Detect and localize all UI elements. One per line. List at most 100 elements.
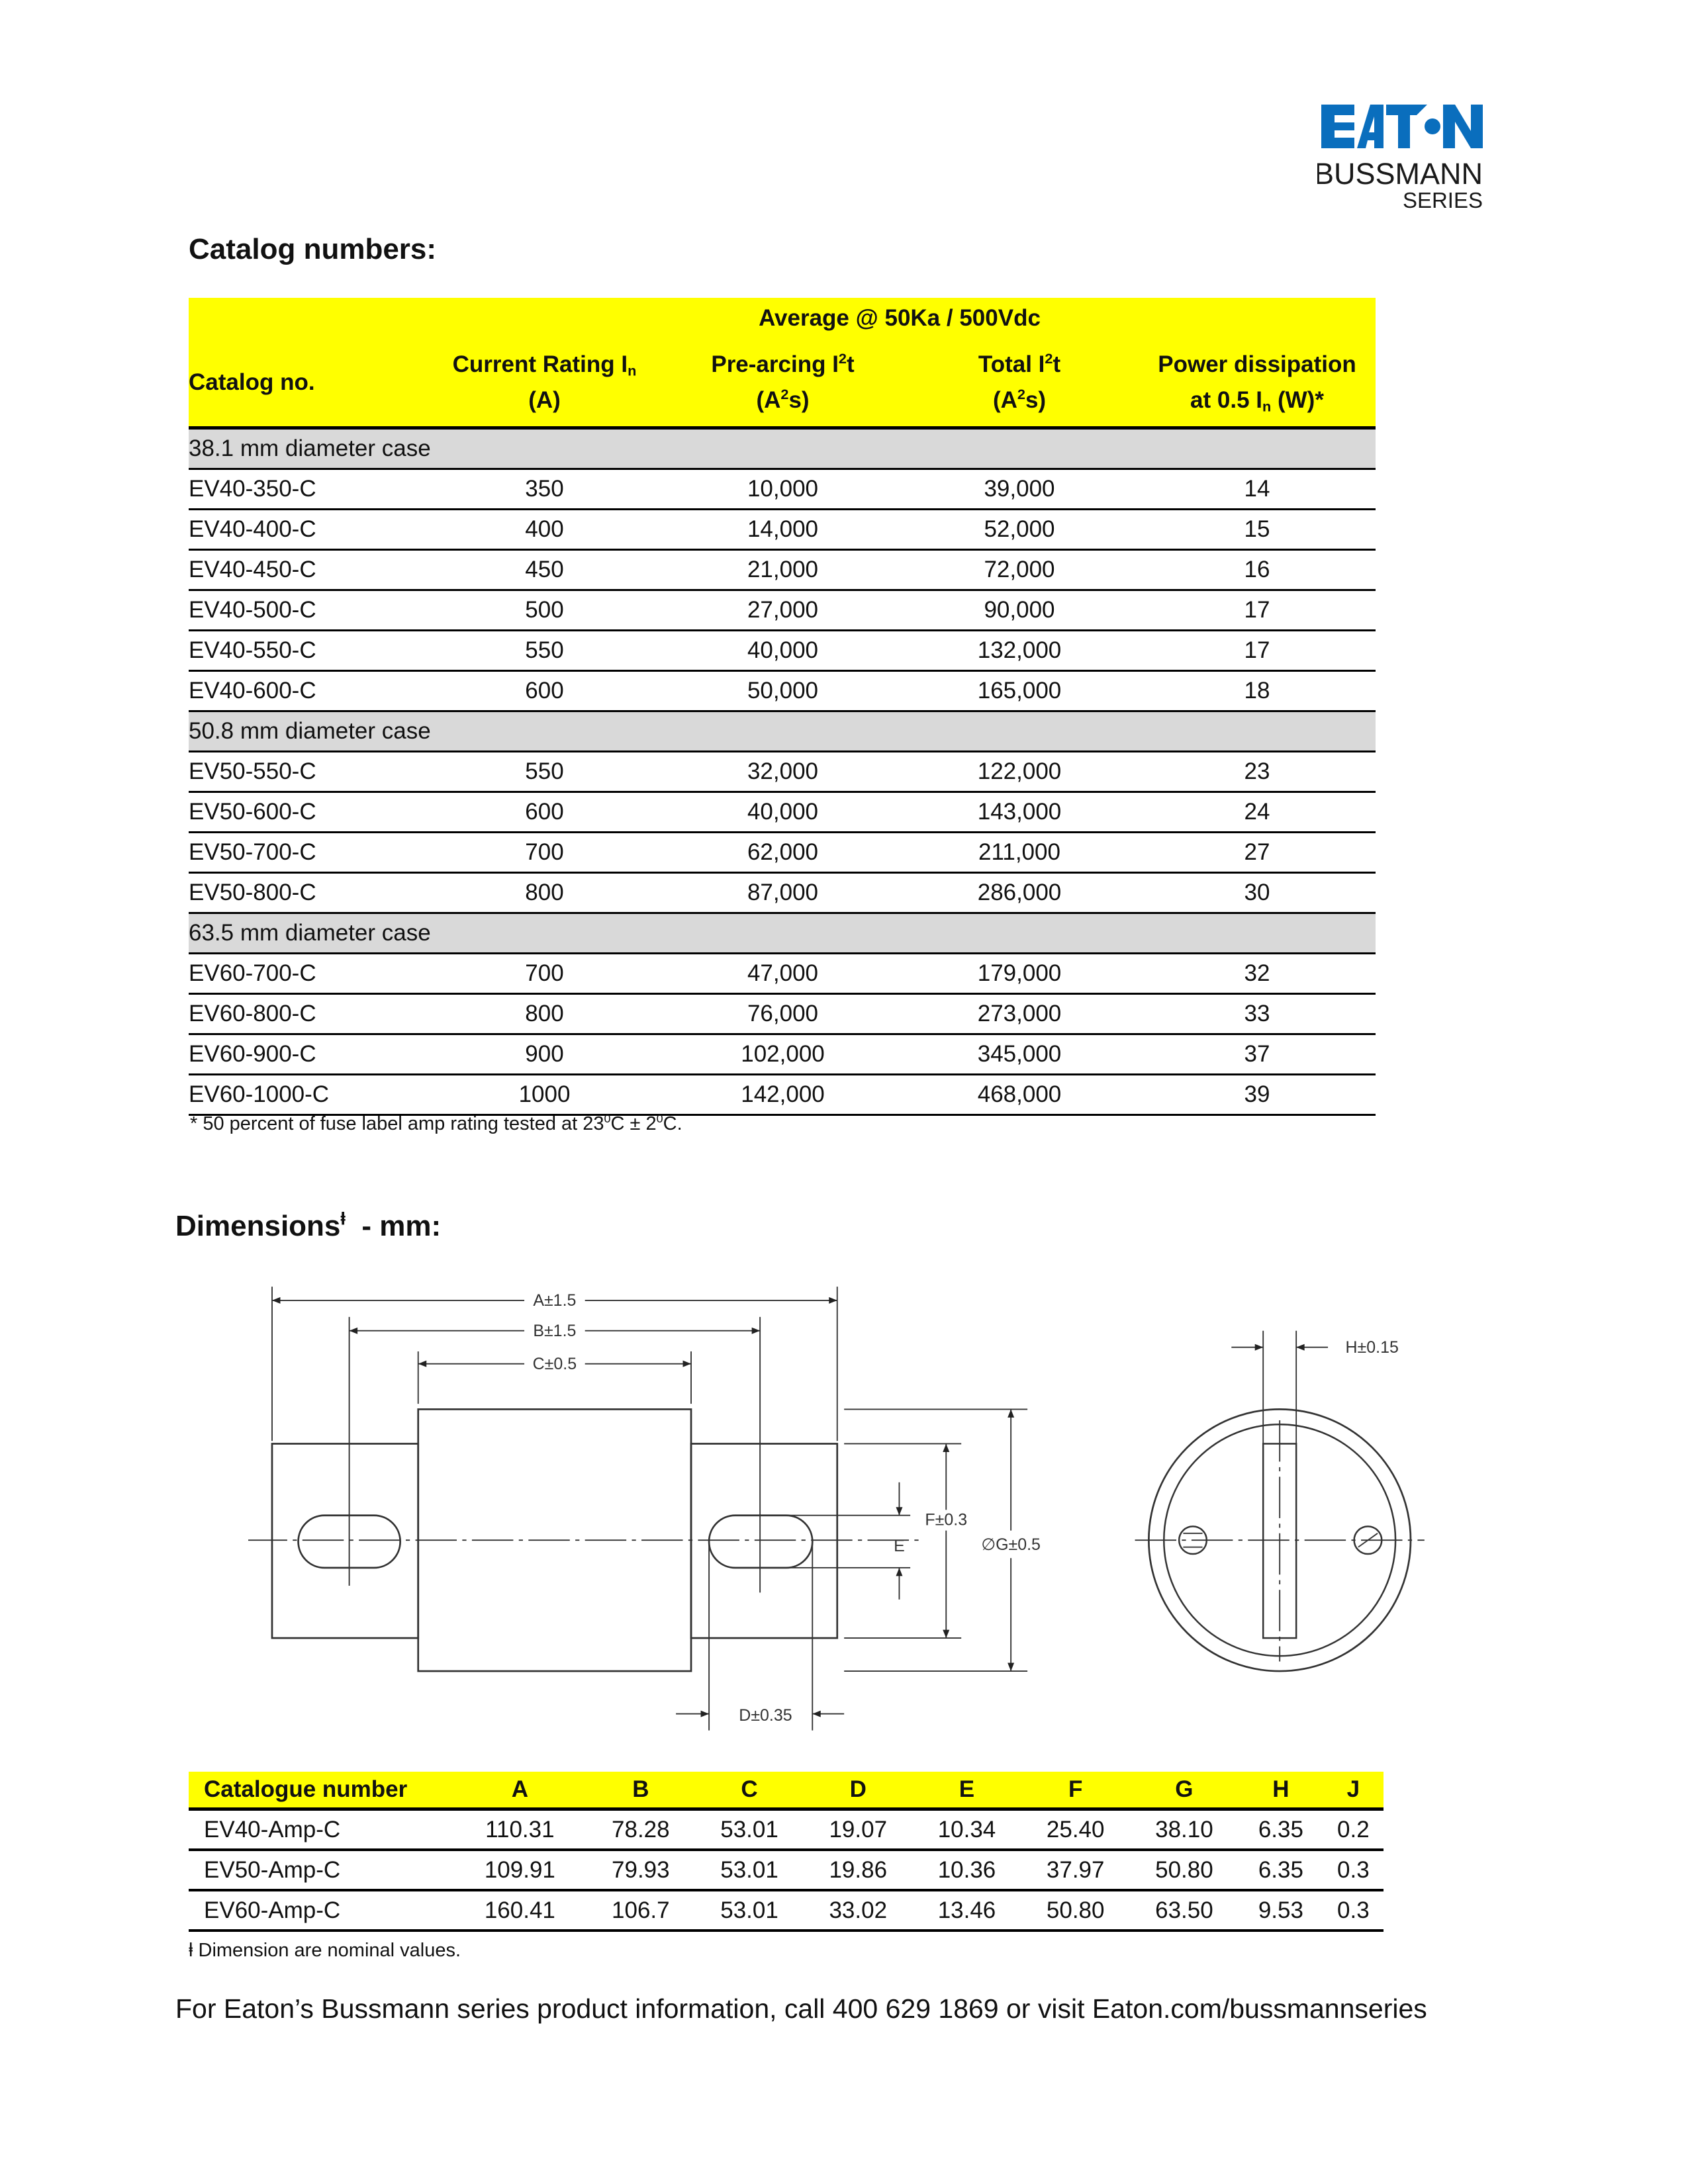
dimensions-table: Catalogue number A B C D E F G H J EV40-Amp-C 110.…: [189, 1772, 1383, 1932]
cell-total-i2t: 143,000: [900, 792, 1139, 833]
group-label: 50.8 mm diameter case: [189, 711, 1376, 752]
table-cell: 13.46: [912, 1890, 1021, 1932]
cell-power-dissipation: 14: [1139, 469, 1376, 510]
dim-label-c: C±0.5: [533, 1355, 577, 1373]
cell-power-dissipation: 30: [1139, 872, 1376, 914]
cell-power-dissipation: 39: [1139, 1074, 1376, 1116]
group-label: 38.1 mm diameter case: [189, 428, 1376, 470]
col-header: C: [694, 1772, 804, 1811]
col-header: G: [1129, 1772, 1239, 1811]
cell-catalog-no: EV50-800-C: [189, 872, 424, 914]
cell-catalog-no: EV40-600-C: [189, 670, 424, 712]
dimensions-footnote: ⱡ Dimension are nominal values.: [189, 1940, 461, 1961]
table-cell: 6.35: [1239, 1850, 1323, 1891]
table-cell: 50.80: [1021, 1890, 1130, 1932]
col-header: D: [804, 1772, 913, 1811]
cell-total-i2t: 39,000: [900, 469, 1139, 510]
cell-total-i2t: 273,000: [900, 993, 1139, 1035]
fuse-dimension-drawing: A±1.5 B±1.5 C±0.5 D±0.35 E F±0.3 ∅G±0.5 …: [248, 1287, 1425, 1731]
cell-total-i2t: 52,000: [900, 509, 1139, 551]
table-row: EV60-700-C 700 47,000 179,000 32: [189, 953, 1376, 995]
cell-power-dissipation: 17: [1139, 630, 1376, 672]
cell-catalog-no: EV50-550-C: [189, 751, 424, 793]
cell-catalog-no: EV40-500-C: [189, 590, 424, 631]
dim-label-d: D±0.35: [739, 1706, 792, 1725]
table-cell: 38.10: [1129, 1809, 1239, 1851]
catalog-footnote: * 50 percent of fuse label amp rating te…: [190, 1112, 682, 1134]
table-cell: 53.01: [694, 1850, 804, 1891]
table-cell: 106.7: [586, 1890, 695, 1932]
cell-current-rating: 400: [424, 509, 665, 551]
table-cell: 6.35: [1239, 1809, 1323, 1851]
cell-prearcing-i2t: 50,000: [665, 670, 900, 712]
col-power-dissipation: Power dissipation at 0.5 In (W)*: [1139, 339, 1376, 430]
series-wordmark: SERIES: [1403, 188, 1483, 212]
table-cell: 0.2: [1323, 1809, 1383, 1851]
cell-total-i2t: 72,000: [900, 549, 1139, 591]
cell-power-dissipation: 32: [1139, 953, 1376, 995]
cell-total-i2t: 286,000: [900, 872, 1139, 914]
table-row: EV40-Amp-C 110.31 78.28 53.01 19.07 10.34 25.4…: [189, 1809, 1383, 1851]
dim-label-f: F±0.3: [925, 1510, 967, 1529]
table-cell: 10.36: [912, 1850, 1021, 1891]
table-cell: 10.34: [912, 1809, 1021, 1851]
cell-current-rating: 700: [424, 953, 665, 995]
table-cell: EV40-Amp-C: [189, 1809, 453, 1851]
table-cell: 53.01: [694, 1890, 804, 1932]
table-row: EV40-600-C 600 50,000 165,000 18: [189, 670, 1376, 712]
eaton-logo-mark: BUSSMANN SERIES: [1314, 105, 1483, 212]
cell-prearcing-i2t: 102,000: [665, 1034, 900, 1075]
eaton-bussmann-logo: BUSSMANN SERIES: [1314, 99, 1489, 218]
table-cell: 160.41: [453, 1890, 586, 1932]
cell-catalog-no: EV40-550-C: [189, 630, 424, 672]
cell-prearcing-i2t: 76,000: [665, 993, 900, 1035]
cell-catalog-no: EV50-700-C: [189, 832, 424, 874]
table-cell: 50.80: [1129, 1850, 1239, 1891]
cell-prearcing-i2t: 40,000: [665, 630, 900, 672]
table-cell: 9.53: [1239, 1890, 1323, 1932]
cell-prearcing-i2t: 32,000: [665, 751, 900, 793]
cell-prearcing-i2t: 27,000: [665, 590, 900, 631]
cell-power-dissipation: 18: [1139, 670, 1376, 712]
table-row: EV50-550-C 550 32,000 122,000 23: [189, 751, 1376, 793]
cell-current-rating: 500: [424, 590, 665, 631]
table-row: EV40-400-C 400 14,000 52,000 15: [189, 509, 1376, 551]
table-row: EV50-800-C 800 87,000 286,000 30: [189, 872, 1376, 914]
table-row: EV50-Amp-C 109.91 79.93 53.01 19.86 10.36 37.9…: [189, 1850, 1383, 1891]
table-cell: 63.50: [1129, 1890, 1239, 1932]
cell-total-i2t: 211,000: [900, 832, 1139, 874]
footer-contact: For Eaton’s Bussmann series product info…: [175, 1993, 1427, 2024]
cell-catalog-no: EV40-450-C: [189, 549, 424, 591]
group-row: 63.5 mm diameter case: [189, 913, 1376, 954]
table-row: EV40-550-C 550 40,000 132,000 17: [189, 630, 1376, 672]
cell-prearcing-i2t: 40,000: [665, 792, 900, 833]
cell-catalog-no: EV60-800-C: [189, 993, 424, 1035]
dimensions-section-title: Dimensionsⱡ - mm:: [175, 1208, 442, 1242]
cell-prearcing-i2t: 10,000: [665, 469, 900, 510]
table-cell: 109.91: [453, 1850, 586, 1891]
table-cell: 79.93: [586, 1850, 695, 1891]
table-cell: 0.3: [1323, 1850, 1383, 1891]
col-current-rating: Current Rating In (A): [424, 339, 665, 430]
cell-total-i2t: 132,000: [900, 630, 1139, 672]
cell-prearcing-i2t: 21,000: [665, 549, 900, 591]
table-row: EV60-1000-C 1000 142,000 468,000 39: [189, 1074, 1376, 1116]
cell-prearcing-i2t: 14,000: [665, 509, 900, 551]
cell-catalog-no: EV60-900-C: [189, 1034, 424, 1075]
cell-current-rating: 550: [424, 630, 665, 672]
cell-catalog-no: EV40-350-C: [189, 469, 424, 510]
header-group-label: Average @ 50Ka / 500Vdc: [424, 298, 1376, 339]
table-cell: 0.3: [1323, 1890, 1383, 1932]
table-cell: 53.01: [694, 1809, 804, 1851]
cell-power-dissipation: 27: [1139, 832, 1376, 874]
dim-label-h: H±0.15: [1346, 1338, 1399, 1357]
table-row: EV50-600-C 600 40,000 143,000 24: [189, 792, 1376, 833]
table-cell: 25.40: [1021, 1809, 1130, 1851]
cell-current-rating: 800: [424, 872, 665, 914]
col-header: H: [1239, 1772, 1323, 1811]
dim-label-a: A±1.5: [533, 1291, 576, 1310]
cell-current-rating: 550: [424, 751, 665, 793]
cell-catalog-no: EV60-1000-C: [189, 1074, 424, 1116]
col-header: J: [1323, 1772, 1383, 1811]
cell-total-i2t: 122,000: [900, 751, 1139, 793]
